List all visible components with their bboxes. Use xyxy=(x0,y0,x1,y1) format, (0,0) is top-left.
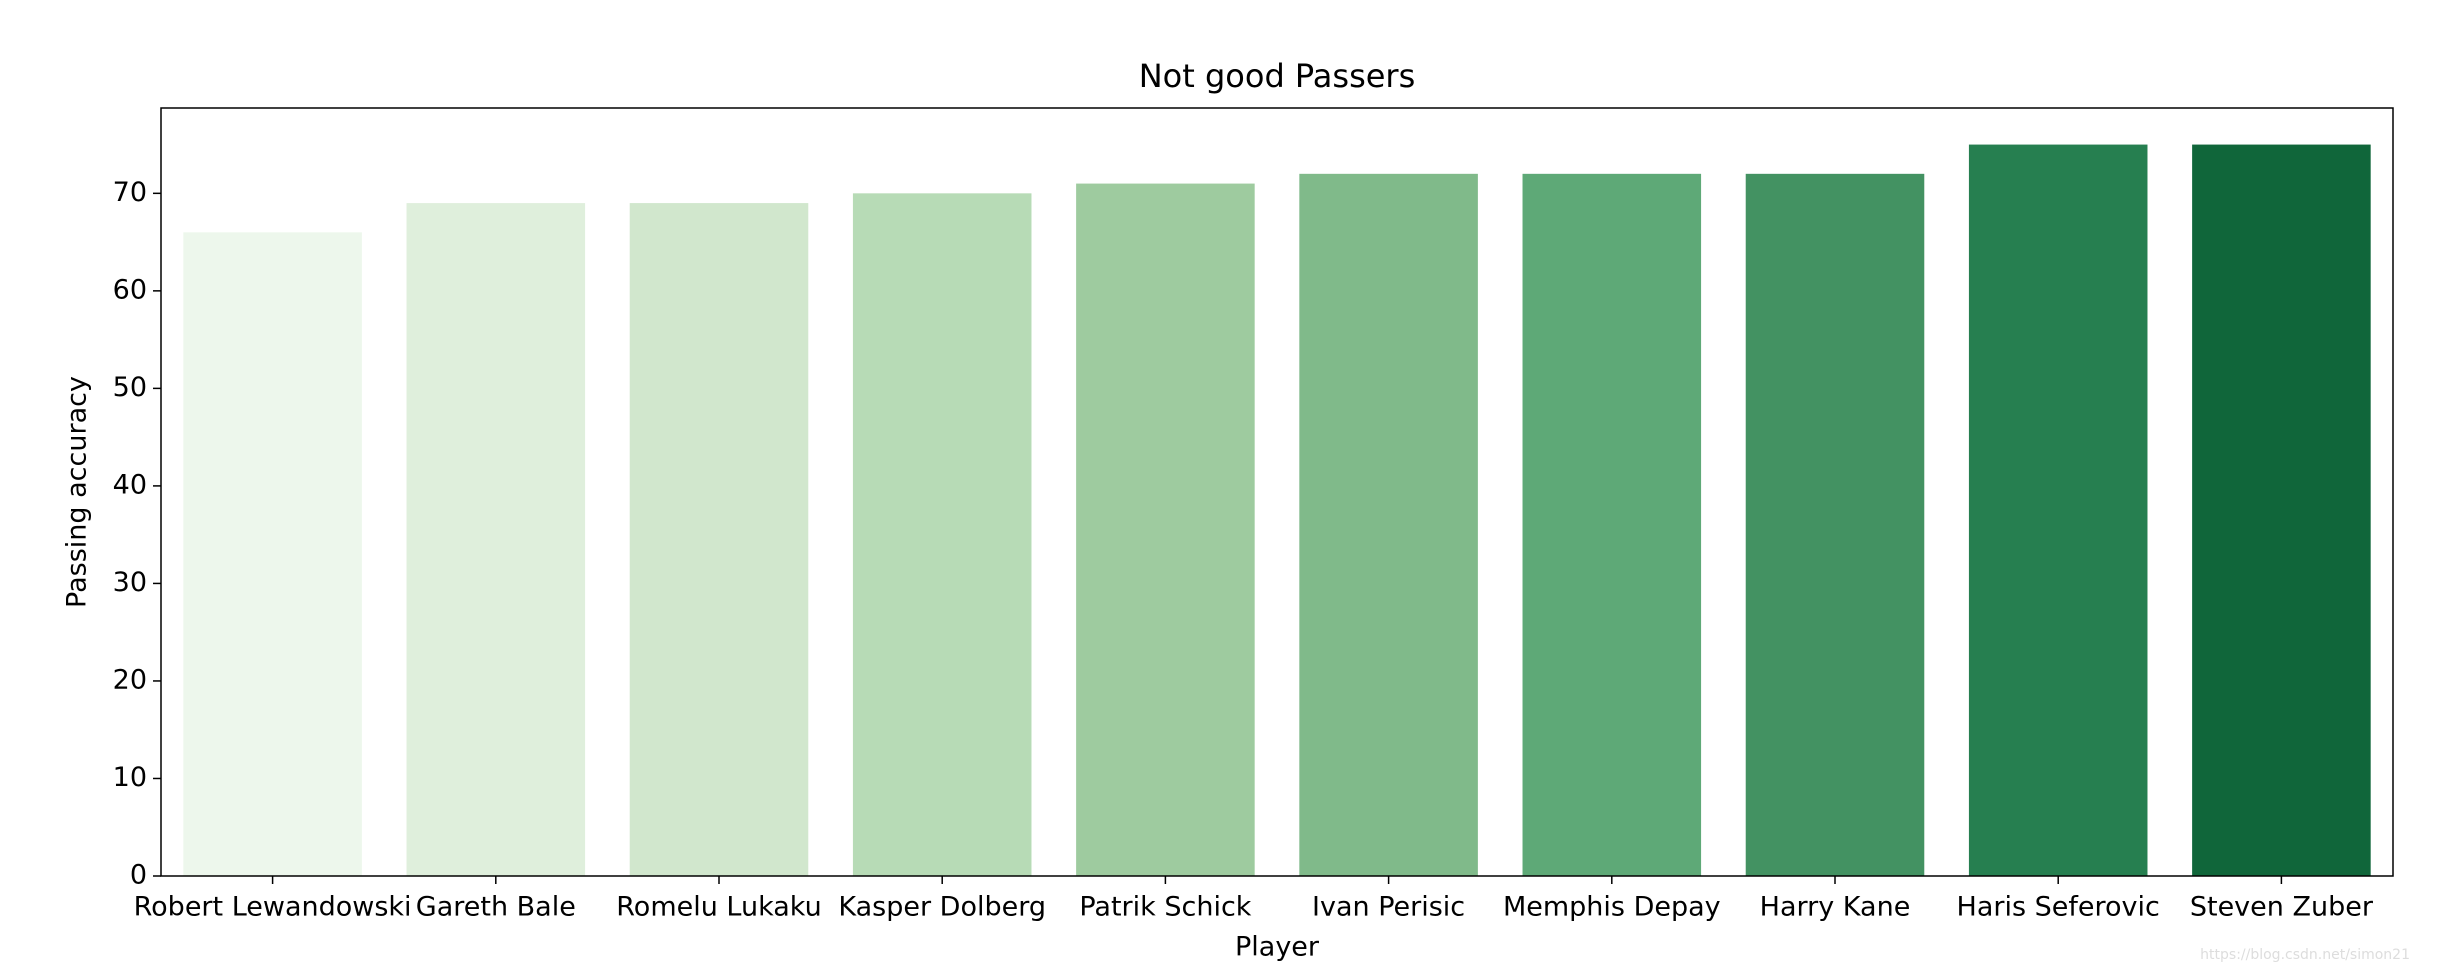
chart-title: Not good Passers xyxy=(1139,57,1416,95)
y-tick-label: 30 xyxy=(113,567,147,598)
bar xyxy=(1745,173,1925,877)
x-tick-label: Harry Kane xyxy=(1760,892,1911,923)
y-tick-label: 60 xyxy=(113,274,147,305)
plot-frame xyxy=(160,107,2394,877)
bar xyxy=(1968,144,2148,877)
bar xyxy=(183,232,362,877)
y-tick-label: 10 xyxy=(113,762,147,793)
y-tick-label: 20 xyxy=(113,664,147,695)
x-tick-label: Gareth Bale xyxy=(416,892,576,923)
x-tick-label: Ivan Perisic xyxy=(1312,892,1465,923)
x-axis-label: Player xyxy=(1235,932,1320,963)
watermark: https://blog.csdn.net/simon21 xyxy=(2200,947,2410,963)
bar xyxy=(1076,183,1255,877)
x-tick-label: Memphis Depay xyxy=(1503,892,1721,923)
y-tick-label: 70 xyxy=(113,177,147,208)
bar xyxy=(406,203,586,877)
y-axis-label: Passing accuracy xyxy=(62,376,93,608)
y-tick-label: 0 xyxy=(130,860,147,891)
bar xyxy=(1299,173,1478,877)
x-tick-label: Kasper Dolberg xyxy=(838,892,1046,923)
y-tick-label: 40 xyxy=(113,469,147,500)
x-tick-label: Haris Seferovic xyxy=(1957,892,2160,923)
y-tick-label: 50 xyxy=(113,372,147,403)
bar xyxy=(852,193,1032,877)
bar xyxy=(1522,173,1702,877)
x-tick-label: Steven Zuber xyxy=(2190,892,2374,923)
x-tick-label: Patrik Schick xyxy=(1079,892,1251,923)
x-tick-label: Robert Lewandowski xyxy=(134,892,412,923)
x-tick-label: Romelu Lukaku xyxy=(616,892,821,923)
bar xyxy=(629,203,809,877)
bar xyxy=(2192,144,2371,877)
